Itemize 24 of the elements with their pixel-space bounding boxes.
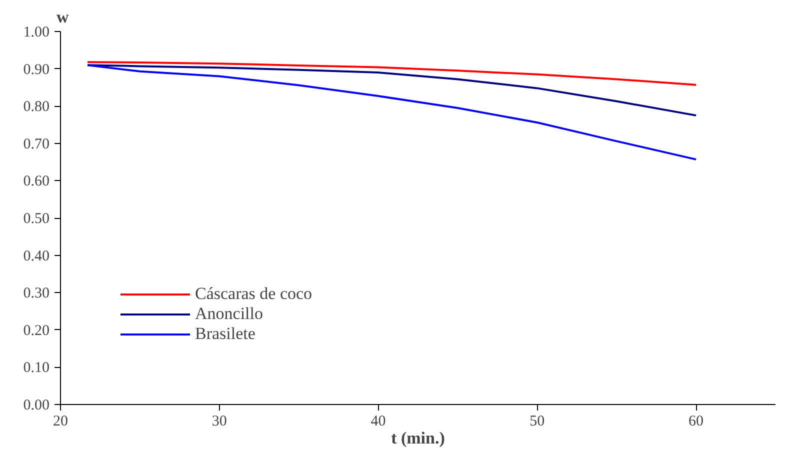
y-tick-label: 0.40: [23, 248, 50, 264]
x-axis-title: t (min.): [391, 428, 445, 448]
x-tick-label: 40: [370, 414, 386, 430]
y-tick-label: 0.80: [23, 99, 50, 116]
y-tick-label: 0.00: [23, 398, 50, 414]
legend-label: Anoncillo: [195, 304, 263, 324]
y-tick-label: 0.10: [23, 360, 50, 376]
line-series: [86, 61, 698, 86]
y-axis-title: w: [56, 8, 70, 26]
legend-label: Cáscaras de coco: [195, 284, 312, 304]
y-tick-label: 0.20: [23, 322, 50, 339]
x-tick-label: 20: [53, 414, 68, 430]
line-series: [86, 64, 698, 116]
y-tick-label: 0.70: [23, 136, 50, 152]
y-tick-label: 0.50: [23, 211, 50, 227]
y-tick-label: 0.90: [23, 62, 50, 78]
x-tick-label: 30: [212, 414, 227, 430]
line-series: [86, 64, 698, 160]
x-tick-label: 60: [688, 414, 704, 430]
y-tick-label: 0.30: [23, 286, 50, 302]
x-tick-label: 50: [530, 414, 545, 430]
y-tick-label: 1.00: [23, 24, 50, 40]
legend-label: Brasilete: [195, 324, 256, 344]
y-tick-label: 0.60: [23, 174, 50, 190]
